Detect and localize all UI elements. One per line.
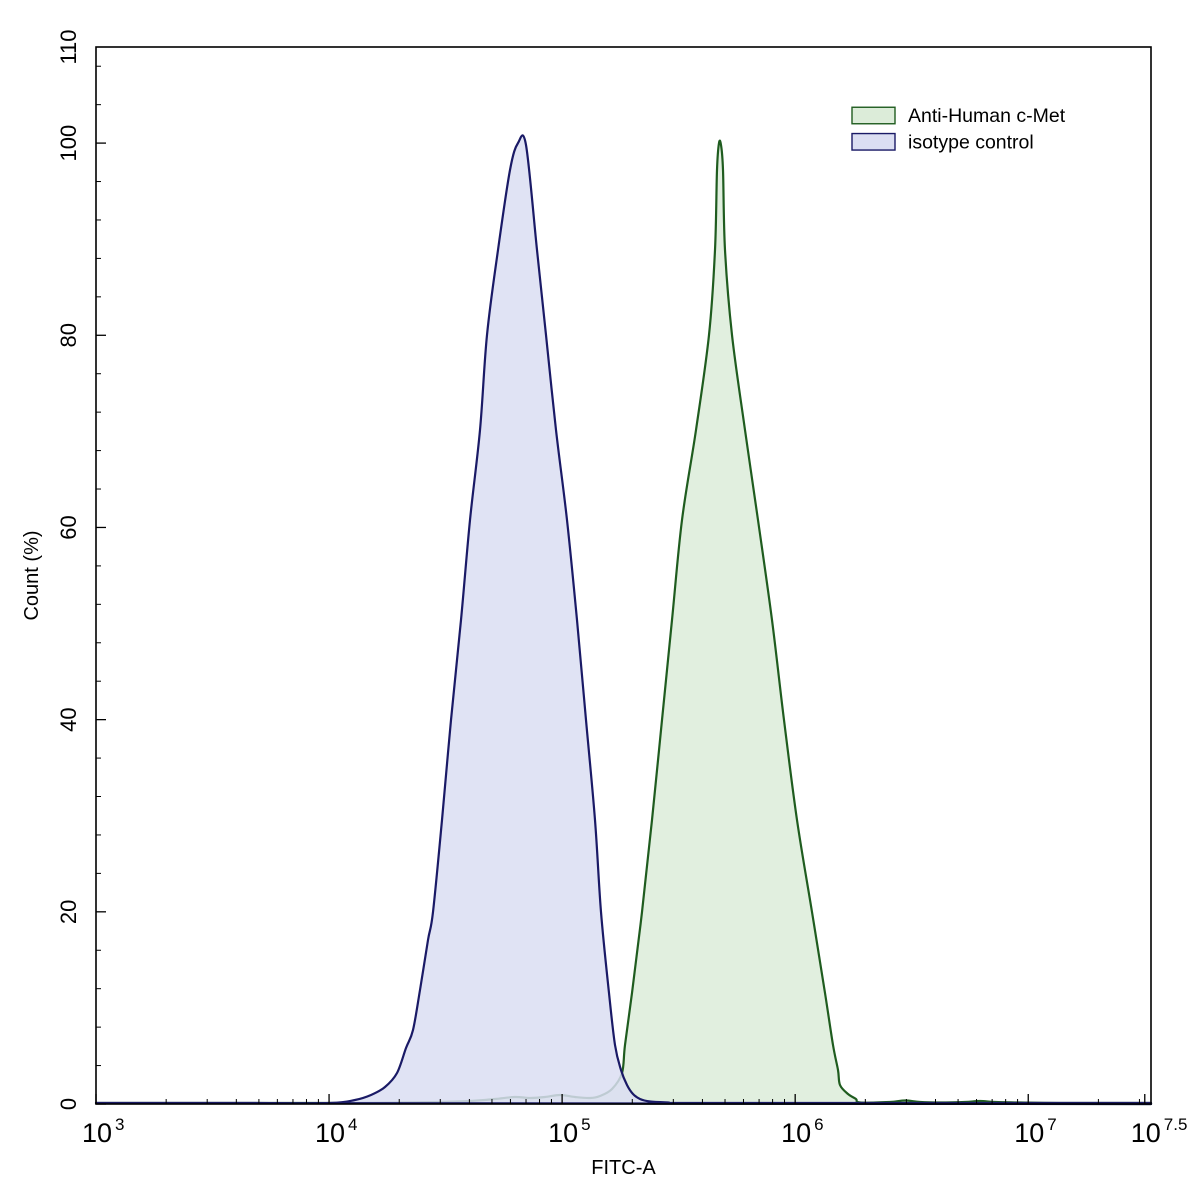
svg-text:isotype control: isotype control bbox=[908, 131, 1034, 153]
svg-text:100: 100 bbox=[56, 125, 81, 162]
svg-text:3: 3 bbox=[115, 1115, 124, 1134]
svg-text:10: 10 bbox=[82, 1118, 112, 1148]
svg-text:6: 6 bbox=[814, 1115, 823, 1134]
svg-text:10: 10 bbox=[315, 1118, 345, 1148]
svg-text:60: 60 bbox=[56, 515, 81, 539]
svg-text:7: 7 bbox=[1047, 1115, 1056, 1134]
svg-text:Count (%): Count (%) bbox=[21, 530, 43, 620]
svg-text:Anti-Human c-Met: Anti-Human c-Met bbox=[908, 105, 1066, 127]
svg-text:5: 5 bbox=[581, 1115, 590, 1134]
svg-text:10: 10 bbox=[781, 1118, 811, 1148]
svg-text:110: 110 bbox=[56, 29, 81, 64]
svg-text:7.5: 7.5 bbox=[1164, 1115, 1188, 1134]
svg-text:20: 20 bbox=[56, 900, 81, 924]
svg-text:4: 4 bbox=[348, 1115, 357, 1134]
svg-text:40: 40 bbox=[56, 707, 81, 731]
svg-text:80: 80 bbox=[56, 323, 81, 347]
svg-text:10: 10 bbox=[1014, 1118, 1044, 1148]
svg-text:FITC-A: FITC-A bbox=[591, 1157, 656, 1179]
svg-text:10: 10 bbox=[548, 1118, 578, 1148]
svg-text:0: 0 bbox=[56, 1098, 81, 1110]
svg-text:10: 10 bbox=[1131, 1118, 1161, 1148]
